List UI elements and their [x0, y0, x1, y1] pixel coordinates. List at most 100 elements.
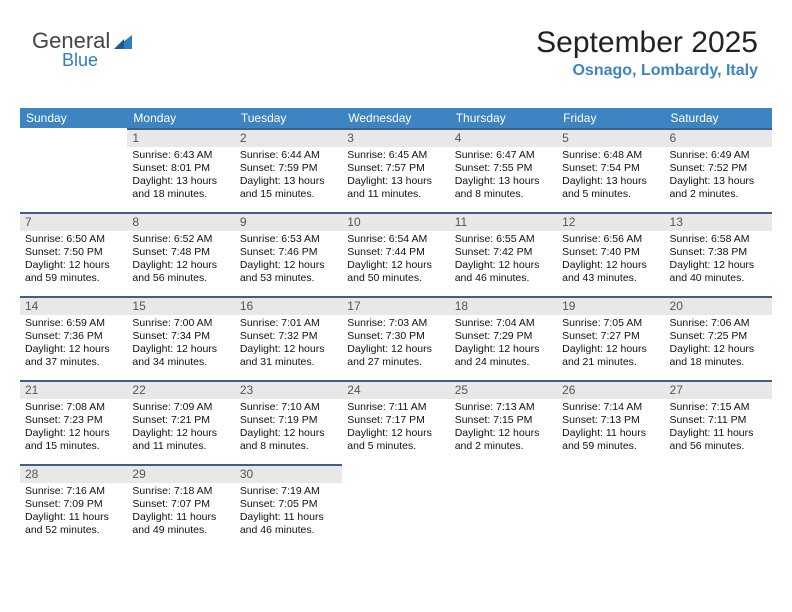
day-number: 10 [342, 212, 449, 231]
day-details: Sunrise: 7:03 AMSunset: 7:30 PMDaylight:… [342, 315, 449, 374]
calendar-day-cell [450, 464, 557, 548]
calendar-day-cell: 13Sunrise: 6:58 AMSunset: 7:38 PMDayligh… [665, 212, 772, 296]
day-details: Sunrise: 6:55 AMSunset: 7:42 PMDaylight:… [450, 231, 557, 290]
calendar-day-cell [20, 128, 127, 212]
day-details: Sunrise: 6:48 AMSunset: 7:54 PMDaylight:… [557, 147, 664, 206]
day-details: Sunrise: 6:54 AMSunset: 7:44 PMDaylight:… [342, 231, 449, 290]
calendar-day-cell: 24Sunrise: 7:11 AMSunset: 7:17 PMDayligh… [342, 380, 449, 464]
calendar-day-cell: 29Sunrise: 7:18 AMSunset: 7:07 PMDayligh… [127, 464, 234, 548]
day-details: Sunrise: 6:45 AMSunset: 7:57 PMDaylight:… [342, 147, 449, 206]
day-number: 12 [557, 212, 664, 231]
calendar-day-cell: 28Sunrise: 7:16 AMSunset: 7:09 PMDayligh… [20, 464, 127, 548]
brand-name-2: Blue [62, 50, 134, 71]
day-details: Sunrise: 6:49 AMSunset: 7:52 PMDaylight:… [665, 147, 772, 206]
day-number: 28 [20, 464, 127, 483]
day-number: 5 [557, 128, 664, 147]
calendar-day-cell: 27Sunrise: 7:15 AMSunset: 7:11 PMDayligh… [665, 380, 772, 464]
calendar-day-cell: 16Sunrise: 7:01 AMSunset: 7:32 PMDayligh… [235, 296, 342, 380]
calendar-day-cell: 25Sunrise: 7:13 AMSunset: 7:15 PMDayligh… [450, 380, 557, 464]
calendar-day-cell: 11Sunrise: 6:55 AMSunset: 7:42 PMDayligh… [450, 212, 557, 296]
day-number: 14 [20, 296, 127, 315]
day-details: Sunrise: 6:53 AMSunset: 7:46 PMDaylight:… [235, 231, 342, 290]
day-details: Sunrise: 7:11 AMSunset: 7:17 PMDaylight:… [342, 399, 449, 458]
weekday-header: Wednesday [342, 108, 449, 128]
calendar-day-cell: 10Sunrise: 6:54 AMSunset: 7:44 PMDayligh… [342, 212, 449, 296]
brand-logo: General Blue [32, 28, 134, 71]
calendar-week-row: 1Sunrise: 6:43 AMSunset: 8:01 PMDaylight… [20, 128, 772, 212]
weekday-header: Friday [557, 108, 664, 128]
day-number: 25 [450, 380, 557, 399]
weekday-header: Saturday [665, 108, 772, 128]
day-number: 21 [20, 380, 127, 399]
day-number: 17 [342, 296, 449, 315]
calendar-day-cell: 14Sunrise: 6:59 AMSunset: 7:36 PMDayligh… [20, 296, 127, 380]
sail-icon [112, 33, 134, 51]
location-subtitle: Osnago, Lombardy, Italy [536, 62, 758, 80]
day-number: 1 [127, 128, 234, 147]
day-number: 4 [450, 128, 557, 147]
calendar-week-row: 7Sunrise: 6:50 AMSunset: 7:50 PMDaylight… [20, 212, 772, 296]
calendar-day-cell: 4Sunrise: 6:47 AMSunset: 7:55 PMDaylight… [450, 128, 557, 212]
calendar-day-cell: 9Sunrise: 6:53 AMSunset: 7:46 PMDaylight… [235, 212, 342, 296]
day-number: 8 [127, 212, 234, 231]
day-number: 18 [450, 296, 557, 315]
day-number: 30 [235, 464, 342, 483]
day-number: 15 [127, 296, 234, 315]
weekday-header: Thursday [450, 108, 557, 128]
weekday-header-row: SundayMondayTuesdayWednesdayThursdayFrid… [20, 108, 772, 128]
day-details: Sunrise: 6:50 AMSunset: 7:50 PMDaylight:… [20, 231, 127, 290]
calendar-day-cell: 20Sunrise: 7:06 AMSunset: 7:25 PMDayligh… [665, 296, 772, 380]
day-details: Sunrise: 7:04 AMSunset: 7:29 PMDaylight:… [450, 315, 557, 374]
calendar-day-cell: 26Sunrise: 7:14 AMSunset: 7:13 PMDayligh… [557, 380, 664, 464]
day-details: Sunrise: 7:19 AMSunset: 7:05 PMDaylight:… [235, 483, 342, 542]
page-title-block: September 2025 Osnago, Lombardy, Italy [536, 26, 758, 80]
day-details: Sunrise: 6:56 AMSunset: 7:40 PMDaylight:… [557, 231, 664, 290]
calendar-day-cell: 2Sunrise: 6:44 AMSunset: 7:59 PMDaylight… [235, 128, 342, 212]
day-details: Sunrise: 7:01 AMSunset: 7:32 PMDaylight:… [235, 315, 342, 374]
calendar-day-cell: 22Sunrise: 7:09 AMSunset: 7:21 PMDayligh… [127, 380, 234, 464]
day-details: Sunrise: 7:18 AMSunset: 7:07 PMDaylight:… [127, 483, 234, 542]
day-number: 7 [20, 212, 127, 231]
calendar-day-cell: 30Sunrise: 7:19 AMSunset: 7:05 PMDayligh… [235, 464, 342, 548]
day-details: Sunrise: 7:15 AMSunset: 7:11 PMDaylight:… [665, 399, 772, 458]
weekday-header: Sunday [20, 108, 127, 128]
calendar-day-cell: 6Sunrise: 6:49 AMSunset: 7:52 PMDaylight… [665, 128, 772, 212]
calendar-day-cell: 7Sunrise: 6:50 AMSunset: 7:50 PMDaylight… [20, 212, 127, 296]
weekday-header: Monday [127, 108, 234, 128]
day-details: Sunrise: 6:58 AMSunset: 7:38 PMDaylight:… [665, 231, 772, 290]
calendar-day-cell: 15Sunrise: 7:00 AMSunset: 7:34 PMDayligh… [127, 296, 234, 380]
day-details: Sunrise: 7:06 AMSunset: 7:25 PMDaylight:… [665, 315, 772, 374]
calendar-day-cell: 12Sunrise: 6:56 AMSunset: 7:40 PMDayligh… [557, 212, 664, 296]
day-number: 2 [235, 128, 342, 147]
calendar-week-row: 14Sunrise: 6:59 AMSunset: 7:36 PMDayligh… [20, 296, 772, 380]
day-details: Sunrise: 7:00 AMSunset: 7:34 PMDaylight:… [127, 315, 234, 374]
day-number: 29 [127, 464, 234, 483]
day-details: Sunrise: 6:43 AMSunset: 8:01 PMDaylight:… [127, 147, 234, 206]
day-details: Sunrise: 7:10 AMSunset: 7:19 PMDaylight:… [235, 399, 342, 458]
calendar-day-cell: 1Sunrise: 6:43 AMSunset: 8:01 PMDaylight… [127, 128, 234, 212]
calendar-day-cell: 3Sunrise: 6:45 AMSunset: 7:57 PMDaylight… [342, 128, 449, 212]
day-number: 19 [557, 296, 664, 315]
calendar-week-row: 28Sunrise: 7:16 AMSunset: 7:09 PMDayligh… [20, 464, 772, 548]
calendar-day-cell: 23Sunrise: 7:10 AMSunset: 7:19 PMDayligh… [235, 380, 342, 464]
day-number: 3 [342, 128, 449, 147]
day-number: 27 [665, 380, 772, 399]
day-details: Sunrise: 6:52 AMSunset: 7:48 PMDaylight:… [127, 231, 234, 290]
day-number: 9 [235, 212, 342, 231]
month-title: September 2025 [536, 26, 758, 60]
day-number: 24 [342, 380, 449, 399]
calendar-day-cell: 17Sunrise: 7:03 AMSunset: 7:30 PMDayligh… [342, 296, 449, 380]
calendar-day-cell: 21Sunrise: 7:08 AMSunset: 7:23 PMDayligh… [20, 380, 127, 464]
calendar-table: SundayMondayTuesdayWednesdayThursdayFrid… [20, 108, 772, 548]
calendar-day-cell [557, 464, 664, 548]
day-details: Sunrise: 7:13 AMSunset: 7:15 PMDaylight:… [450, 399, 557, 458]
calendar-day-cell: 18Sunrise: 7:04 AMSunset: 7:29 PMDayligh… [450, 296, 557, 380]
day-number: 6 [665, 128, 772, 147]
day-number: 20 [665, 296, 772, 315]
calendar-week-row: 21Sunrise: 7:08 AMSunset: 7:23 PMDayligh… [20, 380, 772, 464]
calendar-day-cell [665, 464, 772, 548]
weekday-header: Tuesday [235, 108, 342, 128]
day-number: 23 [235, 380, 342, 399]
day-details: Sunrise: 6:47 AMSunset: 7:55 PMDaylight:… [450, 147, 557, 206]
day-details: Sunrise: 7:16 AMSunset: 7:09 PMDaylight:… [20, 483, 127, 542]
